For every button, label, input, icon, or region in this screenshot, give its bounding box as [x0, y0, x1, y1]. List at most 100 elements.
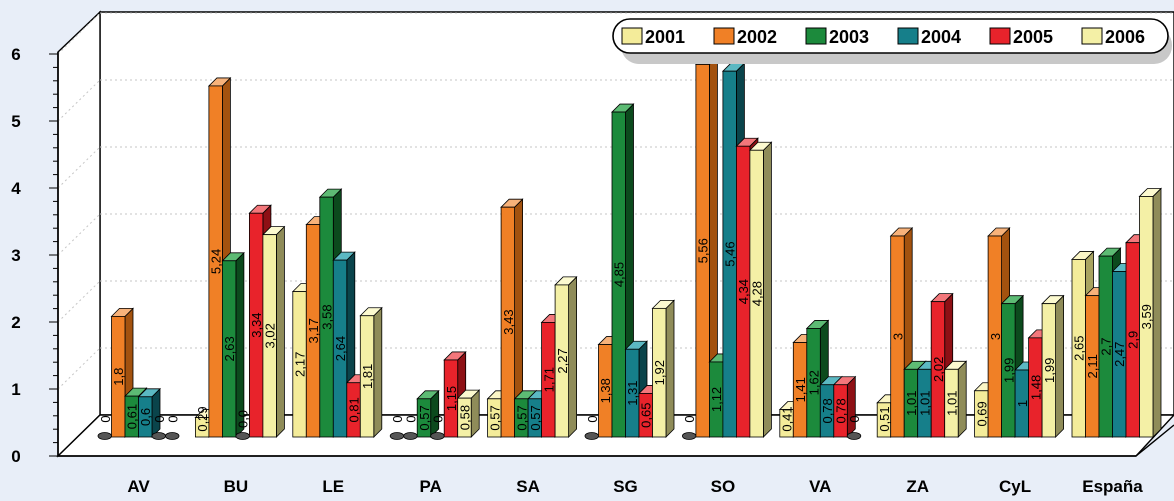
data-label: 0,78 — [820, 398, 835, 423]
data-label: 0,41 — [780, 406, 795, 431]
data-label: 2,7 — [1099, 338, 1114, 356]
data-label: 0,29 — [195, 406, 210, 431]
bar-front — [262, 234, 277, 438]
y-tick-label: 5 — [11, 112, 20, 131]
legend-label: 2001 — [645, 27, 685, 47]
bar-SA-2006: 2,27 — [554, 275, 578, 438]
x-tick-label: VA — [809, 477, 831, 496]
x-tick-label: SO — [711, 477, 736, 496]
bar-España-2006: 3,59 — [1138, 187, 1162, 438]
y-tick-label: 1 — [11, 380, 20, 399]
data-label: 0,57 — [514, 405, 529, 430]
bar-front — [332, 259, 348, 438]
y-tick-label: 0 — [11, 447, 20, 466]
bar-zero-marker — [430, 432, 445, 440]
bar-PA-2003: 0,57 — [416, 389, 440, 438]
y-tick-label: 6 — [11, 45, 20, 64]
data-label: 1,01 — [917, 391, 932, 416]
data-label: 0,65 — [639, 403, 654, 428]
data-label: 2,9 — [1126, 331, 1141, 349]
bar-BU-2006: 3,02 — [261, 225, 286, 438]
x-tick-label: SA — [516, 477, 540, 496]
y-tick-label: 2 — [11, 313, 20, 332]
data-label: 1,31 — [625, 380, 640, 405]
data-label: 1,15 — [444, 386, 459, 411]
bar-BU-2004: 0,0 — [235, 410, 251, 440]
data-label: 1,12 — [709, 387, 724, 412]
bar-VA-2006: 0 — [846, 415, 862, 440]
legend-swatch — [897, 27, 919, 45]
legend-label: 2002 — [737, 27, 777, 47]
data-label: 0,57 — [528, 405, 543, 430]
bar-front — [1139, 196, 1154, 438]
bar-SG-2006: 1,92 — [651, 299, 675, 438]
data-label: 5,24 — [209, 249, 224, 274]
data-label: 3,43 — [501, 309, 516, 334]
data-label: 1,99 — [1001, 358, 1016, 383]
bar-zero-marker — [165, 432, 180, 440]
data-label: 3,58 — [320, 304, 335, 329]
bar-front — [500, 206, 516, 438]
legend-swatch — [713, 27, 735, 45]
data-label: 4,28 — [750, 281, 765, 306]
bar-zero-marker — [235, 432, 250, 440]
legend-item-2006: 2006 — [1081, 27, 1145, 47]
bar-zero-marker — [403, 432, 418, 440]
data-label: 2,17 — [293, 352, 308, 377]
bar-front — [652, 307, 667, 438]
data-label: 0,69 — [974, 401, 989, 426]
data-label: 3,59 — [1139, 304, 1154, 329]
legend-swatch — [805, 27, 827, 45]
legend-label: 2006 — [1105, 27, 1145, 47]
bar-PA-2004: 0 — [430, 415, 445, 440]
y-tick-label: 3 — [11, 246, 20, 265]
data-label: 1,41 — [793, 377, 808, 402]
data-label: 0,57 — [487, 405, 502, 430]
bar-ZA-2006: 1,01 — [943, 360, 968, 438]
bar-front — [695, 64, 710, 438]
data-label: 1,71 — [541, 367, 556, 392]
bar-front — [221, 260, 237, 438]
bar-zero-marker — [584, 432, 599, 440]
data-label: 1,8 — [111, 368, 126, 386]
data-label: 0 — [585, 415, 600, 422]
y-tick-label: 4 — [11, 179, 21, 198]
bar-zero-marker — [97, 432, 112, 440]
bar-front — [359, 315, 375, 438]
data-label: 0,0 — [236, 410, 251, 428]
data-label: 1,92 — [652, 360, 667, 385]
side-wall — [57, 10, 101, 458]
data-label: 1,01 — [904, 391, 919, 416]
data-label: 3 — [890, 333, 905, 340]
floor-edge-right — [1135, 424, 1174, 457]
bar-VA-2005: 0,78 — [832, 375, 857, 438]
x-tick-label: España — [1082, 477, 1143, 496]
data-label: 1 — [1015, 400, 1030, 407]
data-label: 2,11 — [1085, 354, 1100, 378]
x-tick-label: LE — [322, 477, 344, 496]
bar-AV-2006: 0 — [165, 415, 180, 440]
data-label: 0,6 — [138, 408, 153, 426]
legend-item-2005: 2005 — [989, 27, 1053, 47]
data-label: 1,01 — [944, 391, 959, 416]
legend-swatch — [621, 27, 643, 45]
data-label: 3,17 — [306, 318, 321, 343]
bar-front — [890, 235, 905, 438]
data-label: 3,34 — [249, 312, 264, 337]
legend-label: 2003 — [829, 27, 869, 47]
data-label: 2,65 — [1072, 336, 1087, 361]
x-tick-label: PA — [420, 477, 442, 496]
data-label: 2,64 — [333, 336, 348, 361]
bar-front — [138, 396, 153, 438]
bar-front — [806, 328, 821, 438]
data-label: 0 — [390, 415, 405, 422]
bar-SO-2006: 4,28 — [748, 141, 773, 438]
legend-swatch — [989, 27, 1011, 45]
bar-BU-2003: 2,63 — [221, 251, 245, 438]
x-tick-label: ZA — [906, 477, 929, 496]
bar-front — [457, 397, 472, 438]
data-label: 5,56 — [696, 238, 711, 263]
legend-swatch — [1081, 27, 1103, 45]
